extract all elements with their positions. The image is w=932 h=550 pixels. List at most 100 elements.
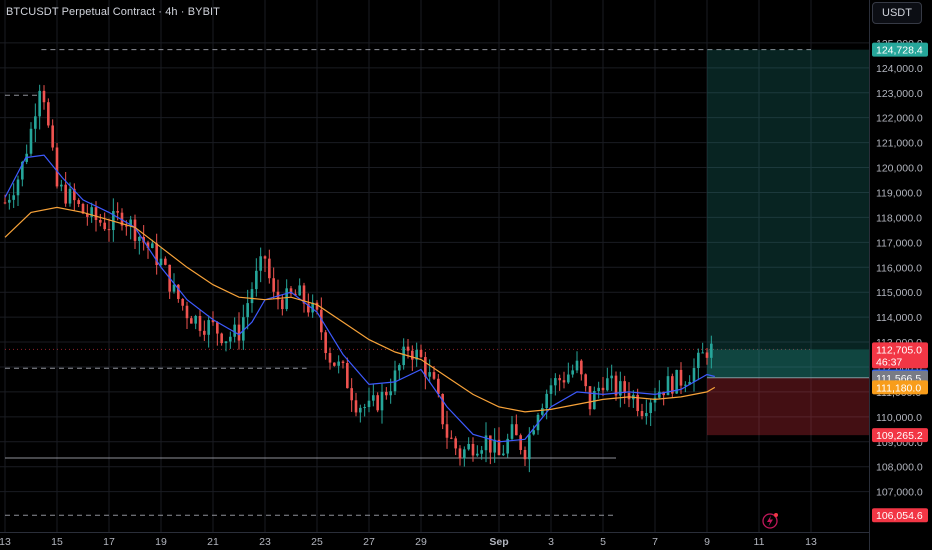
candle-body xyxy=(94,207,98,220)
candle-body xyxy=(315,302,319,310)
candle-body xyxy=(541,408,544,415)
time-axis[interactable]: 13 15 17 19 21 23 25 27 29 Sep 3 5 7 9 11 13 xyxy=(0,532,869,549)
candle-body xyxy=(428,372,431,377)
candle-body xyxy=(311,302,314,313)
candle-body xyxy=(580,360,583,375)
candle-body xyxy=(220,333,223,344)
candle-body xyxy=(554,378,557,386)
price-tick-label: 107,000.0 xyxy=(876,487,923,499)
candle-body xyxy=(233,324,236,337)
candle-body xyxy=(376,395,379,411)
candle-body xyxy=(107,229,111,231)
candle-body xyxy=(298,285,301,296)
candle-body xyxy=(649,402,652,414)
candle-body xyxy=(480,450,483,454)
time-tick-label: Sep xyxy=(489,536,508,548)
candle-body xyxy=(393,370,397,392)
ema-fast-line xyxy=(4,154,715,443)
candle-body xyxy=(259,256,262,271)
candle-body xyxy=(588,386,592,410)
candle-body xyxy=(133,219,137,241)
candle-body xyxy=(679,369,683,386)
candle-body xyxy=(90,207,93,217)
candle-body xyxy=(432,372,436,379)
price-tick-label: 121,000.0 xyxy=(876,138,923,150)
candle-body xyxy=(77,200,80,204)
candle-body xyxy=(549,385,553,394)
candle-body xyxy=(484,435,488,451)
candle-body xyxy=(307,303,310,313)
candle-body xyxy=(380,391,384,411)
price-tick-label: 123,000.0 xyxy=(876,88,923,100)
ema-slow-line xyxy=(4,206,716,413)
candle-body xyxy=(476,453,479,456)
candle-body xyxy=(242,317,245,341)
candle-body xyxy=(151,243,154,249)
candle-body xyxy=(177,284,180,299)
candle-body xyxy=(463,449,466,459)
candle-body xyxy=(211,320,215,323)
time-tick-label: 25 xyxy=(311,536,323,548)
candle-body xyxy=(350,388,353,401)
candle-body xyxy=(68,188,72,204)
candle-body xyxy=(359,407,362,413)
price-label: 109,265.2 xyxy=(872,428,928,443)
candle-body xyxy=(86,213,89,217)
candle-body xyxy=(532,430,535,435)
time-tick-label: 11 xyxy=(754,536,765,548)
candle-body xyxy=(398,365,401,371)
candle-body xyxy=(155,243,158,266)
candle-body xyxy=(445,424,449,438)
candle-body xyxy=(645,413,648,417)
time-tick-label: 23 xyxy=(259,536,271,548)
candle-body xyxy=(402,346,405,366)
candle-body xyxy=(389,391,392,396)
candle-body xyxy=(47,102,50,126)
time-tick-label: 3 xyxy=(548,536,554,548)
candle-body xyxy=(55,147,59,187)
candle-body xyxy=(627,393,631,400)
candle-body xyxy=(523,449,527,460)
price-label-text: 124,728.4 xyxy=(876,45,923,57)
candle-body xyxy=(324,332,327,354)
lightning-icon[interactable] xyxy=(762,513,778,529)
candle-body xyxy=(684,384,687,386)
price-tick-label: 119,000.0 xyxy=(876,187,922,199)
price-tick-label: 110,000.0 xyxy=(876,412,922,424)
candle-body xyxy=(42,90,46,103)
candle-body xyxy=(411,350,414,360)
candle-body xyxy=(710,343,713,358)
current-gain-zone xyxy=(707,349,869,378)
currency-button[interactable]: USDT xyxy=(872,2,922,24)
candle-body xyxy=(194,315,197,324)
candle-body xyxy=(441,394,444,425)
candle-body xyxy=(3,202,7,204)
candle-body xyxy=(328,353,332,363)
candle-body xyxy=(597,387,600,392)
candle-body xyxy=(81,203,85,214)
price-label-bg xyxy=(872,342,928,369)
candle-body xyxy=(437,378,440,395)
candle-body xyxy=(125,225,128,227)
candle-body xyxy=(606,378,609,391)
candle-body xyxy=(519,435,522,450)
price-label-bg xyxy=(872,508,928,523)
candle-body xyxy=(333,362,336,366)
candle-body xyxy=(203,330,206,335)
candle-body xyxy=(593,391,596,410)
price-axis[interactable]: 107,000.0108,000.0109,000.0110,000.0111,… xyxy=(869,0,923,550)
time-tick-label: 5 xyxy=(600,536,606,548)
candle-body xyxy=(497,439,501,456)
candle-body xyxy=(185,305,189,319)
candle-body xyxy=(471,443,475,456)
candle-body xyxy=(562,380,566,383)
candle-body xyxy=(64,184,67,204)
candle-body xyxy=(255,270,258,290)
candle-body xyxy=(146,242,150,249)
candle-body xyxy=(138,237,141,241)
time-tick-label: 13 xyxy=(805,536,817,548)
candle-body xyxy=(346,362,349,389)
candle-body xyxy=(116,211,119,213)
time-tick-label: 27 xyxy=(363,536,375,548)
